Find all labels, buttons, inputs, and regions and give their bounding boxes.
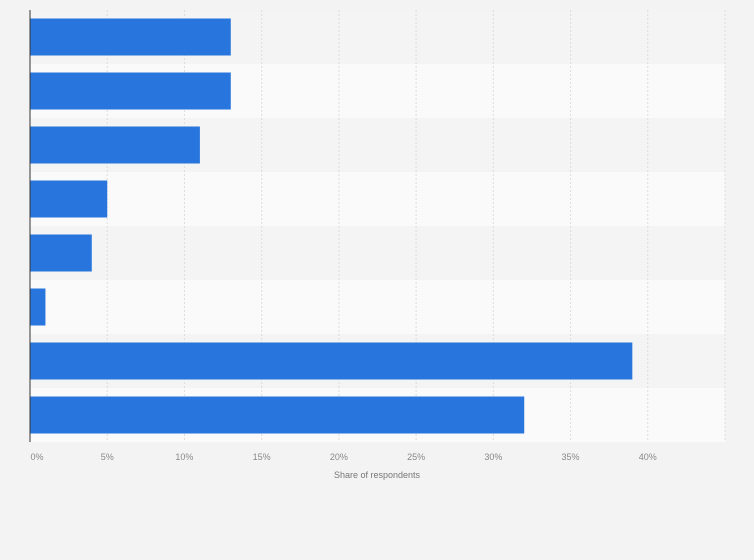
row-background [30, 172, 725, 226]
row-background [30, 226, 725, 280]
bars [30, 18, 633, 434]
x-tick-label: 15% [253, 452, 271, 462]
bar[interactable] [30, 288, 46, 326]
bar[interactable] [30, 72, 231, 110]
x-tick-label: 35% [562, 452, 580, 462]
x-tick-label: 5% [101, 452, 114, 462]
x-tick-label: 30% [484, 452, 502, 462]
bar[interactable] [30, 396, 525, 434]
x-tick-label: 10% [175, 452, 193, 462]
x-tick-label: 0% [30, 452, 43, 462]
x-axis-ticks: 0% 5% 10% 15% 20% 25% 30% 35% 40% [30, 452, 656, 462]
x-tick-label: 20% [330, 452, 348, 462]
bar[interactable] [30, 342, 633, 380]
x-axis-title: Share of respondents [334, 470, 421, 480]
x-tick-label: 25% [407, 452, 425, 462]
bar[interactable] [30, 18, 231, 56]
bar[interactable] [30, 126, 200, 164]
x-tick-label: 40% [639, 452, 657, 462]
bar[interactable] [30, 180, 108, 218]
row-background [30, 280, 725, 334]
bar[interactable] [30, 234, 92, 272]
